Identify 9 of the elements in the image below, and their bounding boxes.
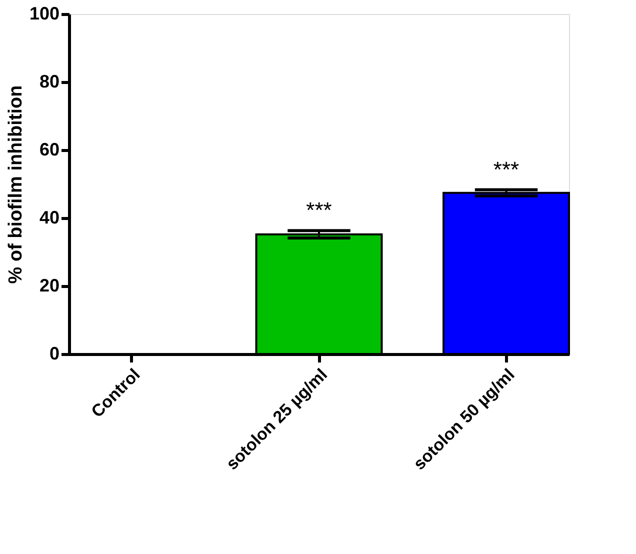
y-tick-label: 20 [39,276,60,296]
annotation: *** [493,156,520,182]
annotation: *** [306,198,332,223]
y-tick-label: 40 [39,208,60,228]
y-tick-label: 60 [39,140,60,160]
y-tick-label: 0 [49,344,60,364]
y-tick-label: 100 [29,4,60,24]
y-tick-label: 80 [39,72,60,92]
y-axis-title: % of biofilm inhibition [5,85,26,284]
